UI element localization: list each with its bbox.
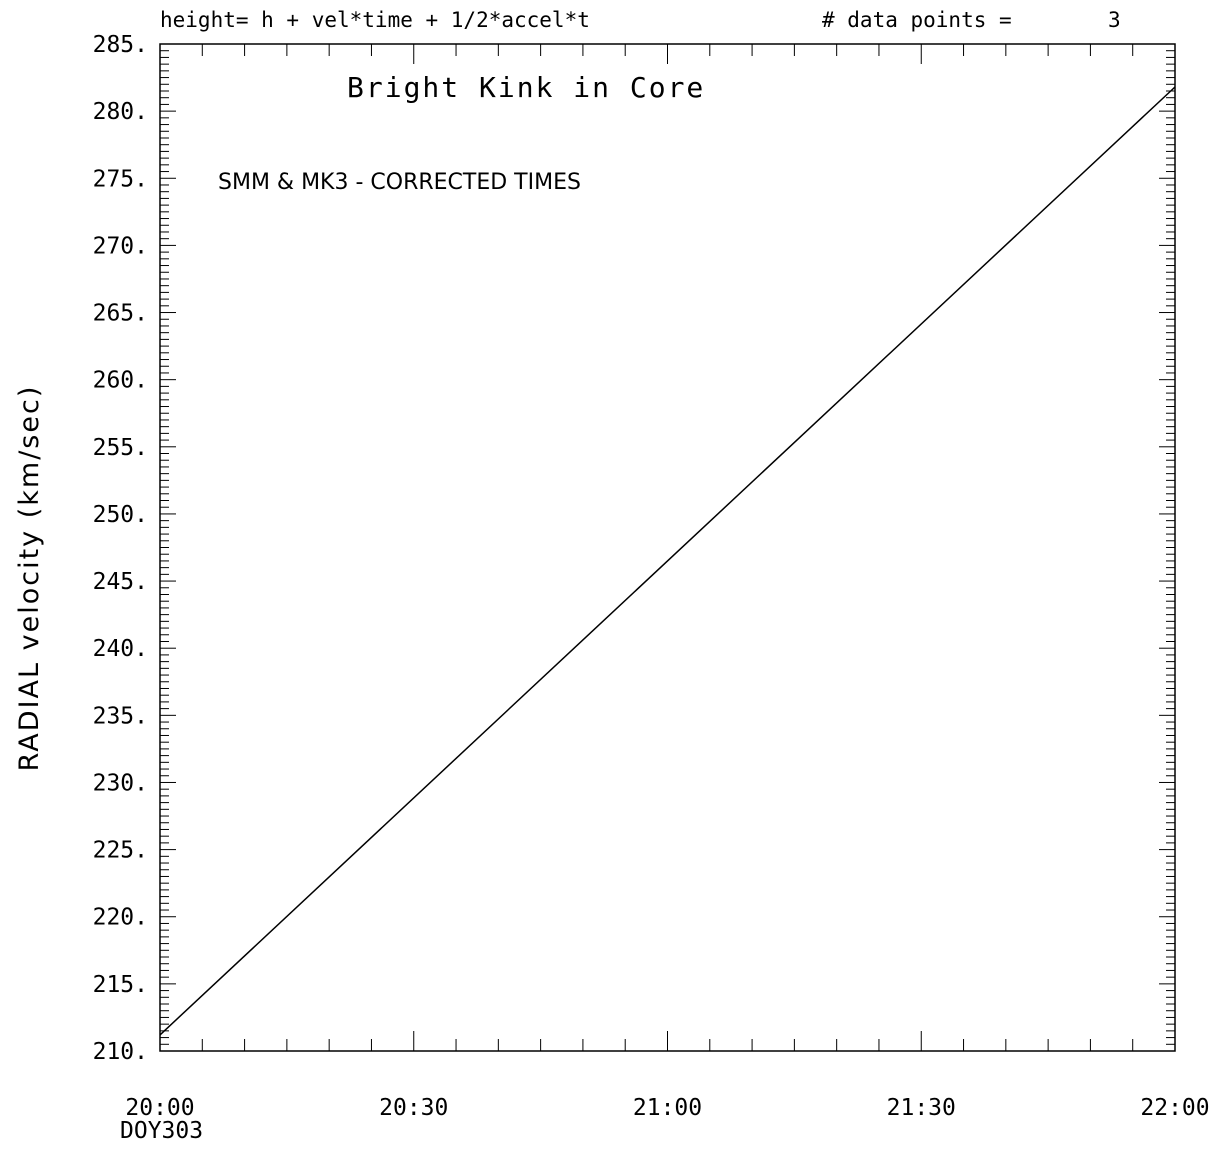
plot-frame <box>159 43 1176 1052</box>
y-tick-label: 275. <box>93 166 148 192</box>
chart-subtitle: SMM & MK3 - CORRECTED TIMES <box>218 170 581 195</box>
series-line <box>159 86 1176 1036</box>
y-tick-label: 250. <box>93 502 148 528</box>
y-tick-label: 270. <box>93 233 148 259</box>
y-tick-label: 230. <box>93 770 148 796</box>
x-tick-label: 20:30 <box>379 1095 448 1121</box>
x-tick-label: 21:30 <box>887 1095 956 1121</box>
y-tick-label: 235. <box>93 703 148 729</box>
header-formula: height= h + vel*time + 1/2*accel*t <box>160 8 590 32</box>
chart-title: Bright Kink in Core <box>347 71 705 104</box>
y-tick-label: 260. <box>93 368 148 394</box>
header-points-value: 3 <box>1108 8 1121 32</box>
x-date-label: DOY303 <box>120 1118 203 1144</box>
plot-series <box>159 86 1176 1036</box>
y-tick-label: 255. <box>93 435 148 461</box>
y-tick-label: 265. <box>93 301 148 327</box>
y-tick-label: 240. <box>93 636 148 662</box>
y-tick-label: 245. <box>93 569 148 595</box>
y-tick-label: 225. <box>93 838 148 864</box>
plot-axes: 285. 280. 275. 270. 265. 260. 255. 250. 245. 240.… <box>93 32 1210 1121</box>
x-tick-label: 20:00 <box>125 1095 194 1121</box>
y-tick-label: 210. <box>93 1039 148 1065</box>
y-axis-label: RADIAL velocity (km/sec) <box>14 385 45 772</box>
y-tick-label: 280. <box>93 99 148 125</box>
y-tick-label: 285. <box>93 32 148 58</box>
y-tick-label: 215. <box>93 972 148 998</box>
y-tick-label: 220. <box>93 905 148 931</box>
header-points-label: # data points = <box>822 8 1012 32</box>
x-tick-label: 22:00 <box>1140 1095 1209 1121</box>
x-tick-label: 21:00 <box>633 1095 702 1121</box>
